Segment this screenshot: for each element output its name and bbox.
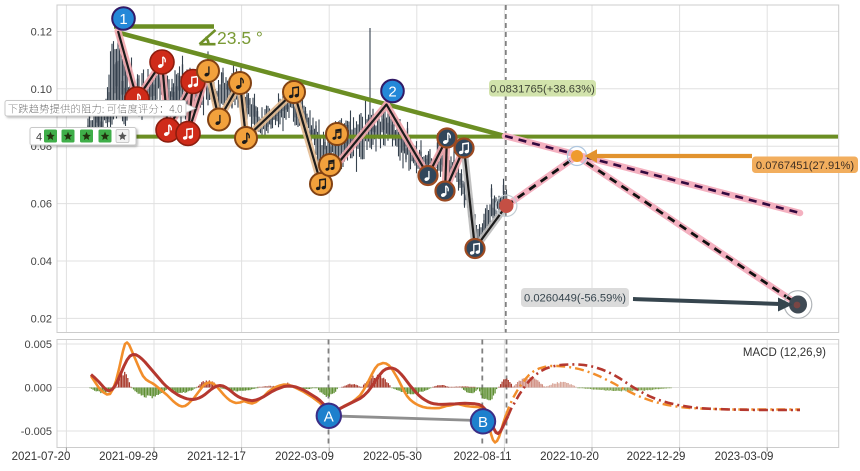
svg-text:0.0260449(-56.59%): 0.0260449(-56.59%): [524, 293, 626, 305]
svg-text:2021-09-29: 2021-09-29: [99, 451, 158, 463]
svg-text:2022-03-09: 2022-03-09: [275, 451, 334, 463]
svg-text:2021-12-17: 2021-12-17: [187, 451, 246, 463]
svg-text:4: 4: [36, 132, 42, 144]
svg-text:0.10: 0.10: [31, 84, 52, 96]
svg-text:1: 1: [119, 11, 127, 28]
svg-text:2022-08-11: 2022-08-11: [454, 451, 512, 463]
svg-text:0.000: 0.000: [24, 383, 52, 395]
svg-text:0.0767451(27.91%): 0.0767451(27.91%): [756, 160, 855, 172]
svg-text:0.04: 0.04: [31, 256, 52, 268]
svg-text:0.0831765(+38.63%): 0.0831765(+38.63%): [490, 83, 595, 95]
svg-text:MACD (12,26,9): MACD (12,26,9): [743, 347, 826, 359]
svg-text:B: B: [478, 414, 488, 431]
svg-text:23.5 °: 23.5 °: [217, 28, 263, 48]
svg-text:2021-07-20: 2021-07-20: [12, 451, 71, 463]
svg-text:2022-12-29: 2022-12-29: [627, 451, 686, 463]
svg-text:0.02: 0.02: [31, 313, 52, 325]
svg-text:0.005: 0.005: [24, 339, 52, 351]
svg-text:2: 2: [388, 83, 396, 100]
svg-text:0.06: 0.06: [31, 199, 52, 211]
svg-text:2023-03-09: 2023-03-09: [715, 451, 774, 463]
svg-text:2022-05-30: 2022-05-30: [363, 451, 422, 463]
svg-text:0.12: 0.12: [31, 26, 52, 38]
svg-text:2022-10-20: 2022-10-20: [540, 451, 599, 463]
svg-text:-0.005: -0.005: [21, 426, 52, 438]
svg-text:A: A: [324, 408, 334, 425]
